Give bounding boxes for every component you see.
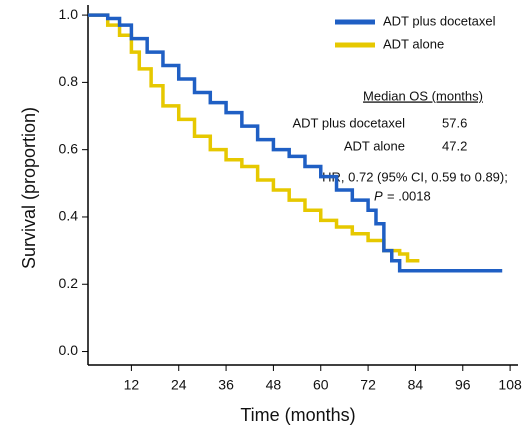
median-header: Median OS (months) <box>363 88 483 103</box>
p-value: = .0018 <box>387 188 431 203</box>
median-row-label: ADT alone <box>344 138 405 153</box>
y-tick-label: 0.4 <box>59 208 79 224</box>
survival-curve <box>88 13 420 263</box>
legend-label: ADT alone <box>383 36 444 51</box>
x-tick-label: 72 <box>360 377 376 393</box>
p-symbol: P <box>374 188 383 203</box>
x-tick-label: 60 <box>313 377 329 393</box>
x-axis-title: Time (months) <box>240 405 355 425</box>
survival-curve <box>88 13 503 273</box>
x-tick-label: 36 <box>218 377 234 393</box>
y-tick-label: 0.0 <box>59 342 79 358</box>
median-row-value: 57.6 <box>442 115 467 130</box>
x-tick-label: 24 <box>171 377 187 393</box>
x-tick-label: 96 <box>455 377 471 393</box>
x-tick-label: 84 <box>408 377 424 393</box>
median-row-value: 47.2 <box>442 138 467 153</box>
y-tick-label: 0.6 <box>59 140 79 156</box>
x-tick-label: 108 <box>498 377 522 393</box>
y-tick-label: 1.0 <box>59 6 79 22</box>
x-tick-label: 12 <box>124 377 140 393</box>
y-axis-title: Survival (proportion) <box>19 107 39 269</box>
y-tick-label: 0.2 <box>59 275 79 291</box>
y-tick-label: 0.8 <box>59 73 79 89</box>
median-row-label: ADT plus docetaxel <box>293 115 406 130</box>
legend-label: ADT plus docetaxel <box>383 13 496 28</box>
x-tick-label: 48 <box>266 377 282 393</box>
hr-text: HR, 0.72 (95% CI, 0.59 to 0.89); <box>322 169 508 184</box>
